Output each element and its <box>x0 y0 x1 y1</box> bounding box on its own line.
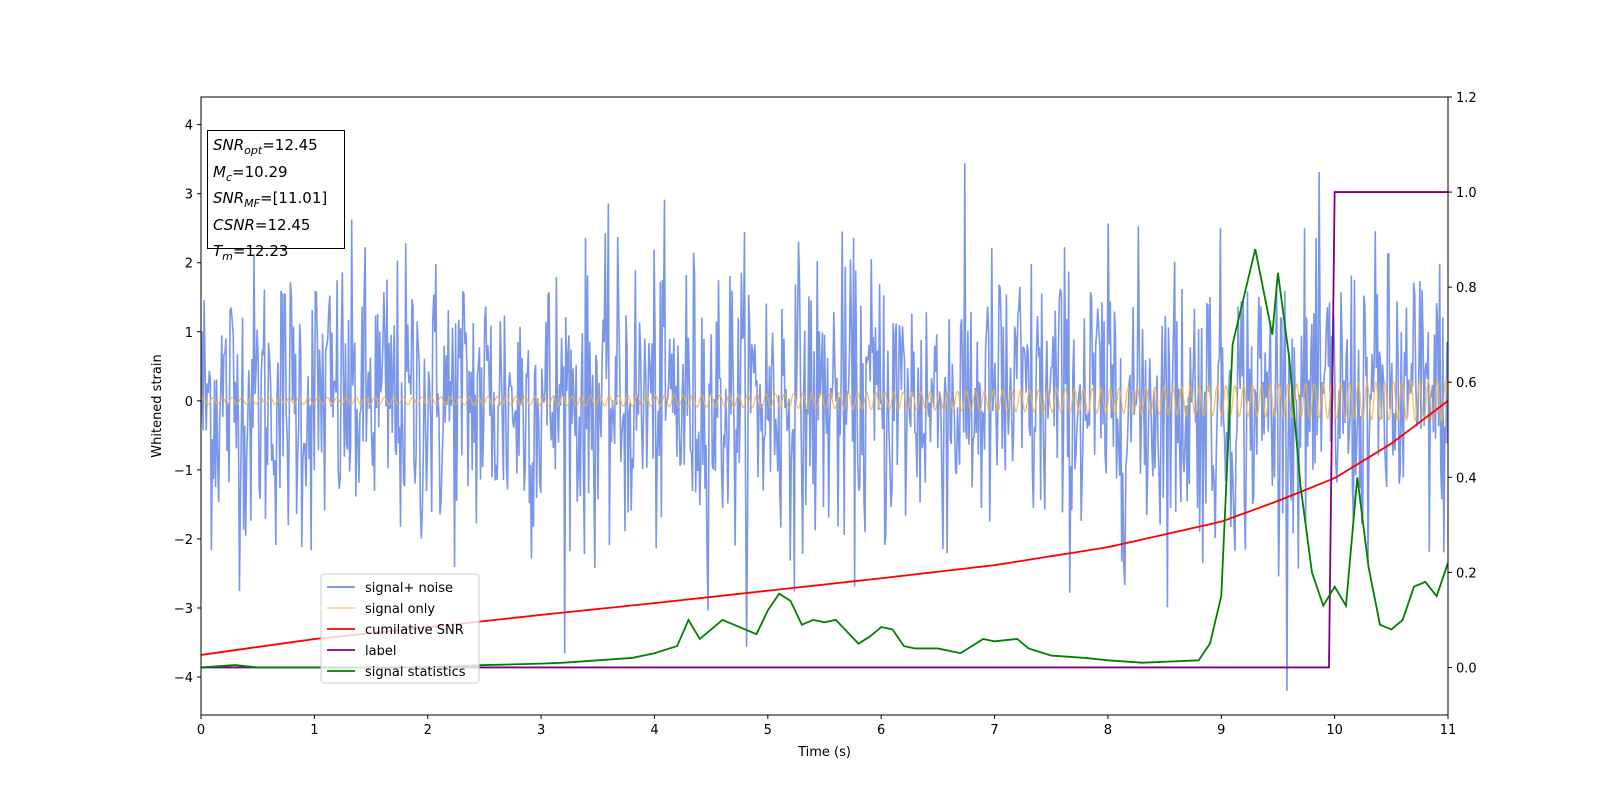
info-value: =10.29 <box>232 162 288 181</box>
info-value: =[11.01] <box>260 189 328 207</box>
info-label-sub: MF <box>244 197 260 210</box>
series-signal-only-line <box>201 379 1448 423</box>
info-label-main: SNR <box>213 136 245 154</box>
x-tick-label: 9 <box>1217 723 1225 738</box>
x-tick-label: 2 <box>424 723 432 738</box>
series-signal-statistics-line <box>201 248 1448 669</box>
y-tick-label: −3 <box>174 602 193 617</box>
series-signal-noise-line <box>201 163 1448 691</box>
info-line-snr-opt: SNRopt=12.45 <box>213 135 344 162</box>
x-tick-label: 1 <box>310 723 318 738</box>
y-tick-label: 4 <box>185 119 193 134</box>
info-value: =12.45 <box>262 136 318 154</box>
info-label: CSNR <box>213 216 255 234</box>
x-tick-label: 11 <box>1440 723 1457 738</box>
info-label-main: T <box>213 242 223 260</box>
y-tick-label: 1 <box>185 326 193 341</box>
y2-tick-label: 1.0 <box>1456 186 1477 201</box>
info-value: =12.23 <box>232 242 289 260</box>
info-box: SNRopt=12.45 Mc=10.29 SNRMF=[11.01] CSNR… <box>207 130 345 263</box>
y-tick-label: 2 <box>185 257 193 272</box>
y-tick-label: −4 <box>174 671 193 686</box>
y2-tick-label: 0.6 <box>1456 376 1477 391</box>
x-tick-label: 7 <box>990 723 998 738</box>
info-line-csnr: CSNR=12.45 <box>213 215 344 242</box>
y-tick-label: −2 <box>174 533 193 548</box>
legend-label: label <box>365 644 396 659</box>
x-tick-label: 8 <box>1104 723 1112 738</box>
info-line-tm: Tm=12.23 <box>213 241 344 268</box>
info-value: =12.45 <box>254 215 311 234</box>
y2-tick-label: 0.2 <box>1456 566 1477 581</box>
info-label-sub: c <box>225 170 233 184</box>
x-tick-label: 5 <box>764 723 772 738</box>
x-tick-label: 4 <box>650 723 658 738</box>
x-tick-label: 3 <box>537 723 545 738</box>
series-label-line <box>201 191 1448 669</box>
x-tick-label: 10 <box>1326 723 1343 738</box>
legend-label: signal+ noise <box>365 581 453 596</box>
info-line-mc: Mc=10.29 <box>213 162 344 189</box>
info-label: Mc <box>213 162 233 184</box>
plot-frame <box>200 96 1449 716</box>
info-label-main: SNR <box>213 189 245 207</box>
y-tick-label: 3 <box>185 188 193 203</box>
info-label: SNRopt <box>213 136 263 157</box>
y2-tick-label: 0.4 <box>1456 471 1477 486</box>
info-line-snr-mf: SNRMF=[11.01] <box>213 188 344 215</box>
info-label: SNRMF <box>213 189 260 210</box>
y-axis-label: Whitened strain <box>150 354 165 457</box>
info-label: Tm <box>213 242 233 263</box>
legend-label: signal only <box>365 602 435 617</box>
x-tick-label: 6 <box>877 723 885 738</box>
y2-tick-label: 0.0 <box>1456 661 1477 676</box>
info-label-main: CSNR <box>213 215 255 234</box>
y-tick-label: −1 <box>174 464 193 479</box>
legend-label: cumilative SNR <box>365 623 464 638</box>
legend: signal+ noise signal only cumilative SNR la… <box>320 573 480 684</box>
x-axis-label: Time (s) <box>797 745 851 760</box>
legend-label: signal statistics <box>365 665 466 680</box>
y2-tick-label: 1.2 <box>1456 91 1477 106</box>
info-label-main: M <box>213 162 226 181</box>
axis-layer: 0 1 2 3 4 5 6 7 8 9 10 11 −4 −3 −2 −1 0 1 2 3 4 0.0 0.2 0.4 0.6 0… <box>174 91 1477 738</box>
info-label-sub: opt <box>244 144 263 157</box>
x-tick-label: 0 <box>197 723 205 738</box>
legend-box <box>320 573 480 684</box>
y2-tick-label: 0.8 <box>1456 281 1477 296</box>
y-tick-label: 0 <box>185 395 193 410</box>
info-label-sub: m <box>222 250 233 263</box>
